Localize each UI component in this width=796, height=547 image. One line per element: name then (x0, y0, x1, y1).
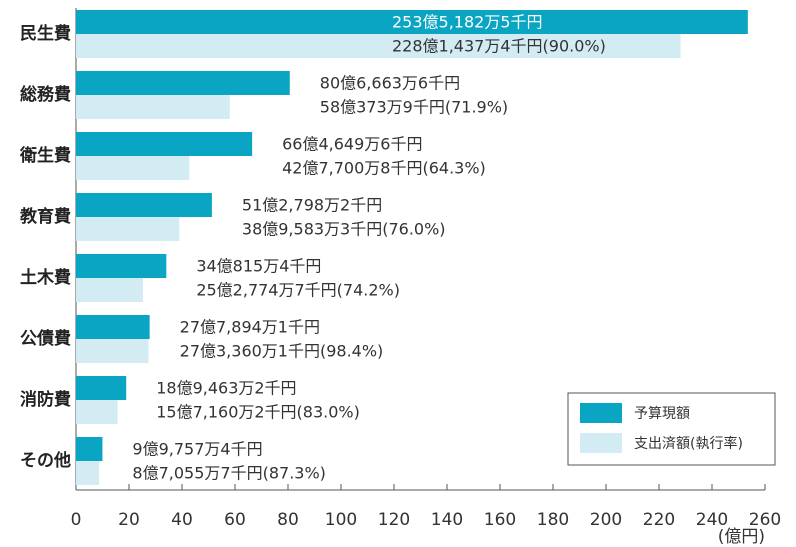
legend-label: 支出済額(執行率) (634, 435, 743, 452)
value-label: 34億815万4千円 (196, 257, 321, 276)
value-label: 18億9,463万2千円 (156, 379, 296, 398)
category-label: 公債費 (20, 328, 71, 349)
bar (76, 34, 681, 58)
bar (76, 437, 103, 461)
legend-label: 予算現額 (634, 406, 690, 422)
x-tick-label: 80 (277, 510, 299, 530)
x-tick-label: 100 (325, 510, 357, 530)
x-tick-label: 0 (71, 510, 82, 530)
x-tick-label: 20 (118, 510, 140, 530)
bar (76, 10, 748, 34)
category-label: 総務費 (20, 84, 71, 105)
bar (76, 254, 167, 278)
bar (76, 461, 100, 485)
value-label: 25億2,774万7千円(74.2%) (196, 281, 400, 300)
bar (76, 156, 190, 180)
value-label: 9億9,757万4千円 (132, 440, 262, 459)
bar (76, 71, 290, 95)
value-label: 80億6,663万6千円 (320, 74, 460, 93)
x-tick-label: 240 (696, 510, 728, 530)
category-label: その他 (20, 450, 71, 471)
value-label: 228億1,437万4千円(90.0%) (392, 37, 606, 56)
x-tick-label: 120 (378, 510, 410, 530)
category-label: 民生費 (20, 23, 71, 44)
value-label: 42億7,700万8千円(64.3%) (282, 159, 486, 178)
x-tick-label: 180 (537, 510, 569, 530)
value-label: 253億5,182万5千円 (392, 13, 543, 32)
value-label: 27億7,894万1千円 (180, 318, 320, 337)
bar (76, 376, 127, 400)
x-tick-label: 200 (590, 510, 622, 530)
bar (76, 400, 118, 424)
x-axis-label: (億円) (718, 527, 765, 547)
bar (76, 193, 212, 217)
category-label: 消防費 (20, 389, 71, 410)
x-tick-label: 140 (431, 510, 463, 530)
x-tick-label: 220 (643, 510, 675, 530)
value-label: 58億373万9千円(71.9%) (320, 98, 508, 117)
value-label: 8億7,055万7千円(87.3%) (132, 464, 325, 483)
category-label: 教育費 (19, 206, 71, 227)
x-tick-label: 160 (484, 510, 516, 530)
bar (76, 132, 253, 156)
value-label: 66億4,649万6千円 (282, 135, 422, 154)
category-label: 土木費 (20, 267, 71, 288)
bar (76, 315, 150, 339)
bar (76, 339, 149, 363)
value-label: 15億7,160万2千円(83.0%) (156, 403, 360, 422)
value-label: 27億3,360万1千円(98.4%) (180, 342, 384, 361)
x-tick-label: 260 (749, 510, 781, 530)
value-label: 38億9,583万3千円(76.0%) (242, 220, 446, 239)
value-label: 51億2,798万2千円 (242, 196, 382, 215)
bar (76, 217, 180, 241)
category-label: 衛生費 (19, 145, 71, 166)
legend-swatch (580, 433, 622, 453)
legend-swatch (580, 403, 622, 423)
bar (76, 278, 143, 302)
x-tick-label: 40 (171, 510, 193, 530)
bar (76, 95, 230, 119)
x-tick-label: 60 (224, 510, 246, 530)
